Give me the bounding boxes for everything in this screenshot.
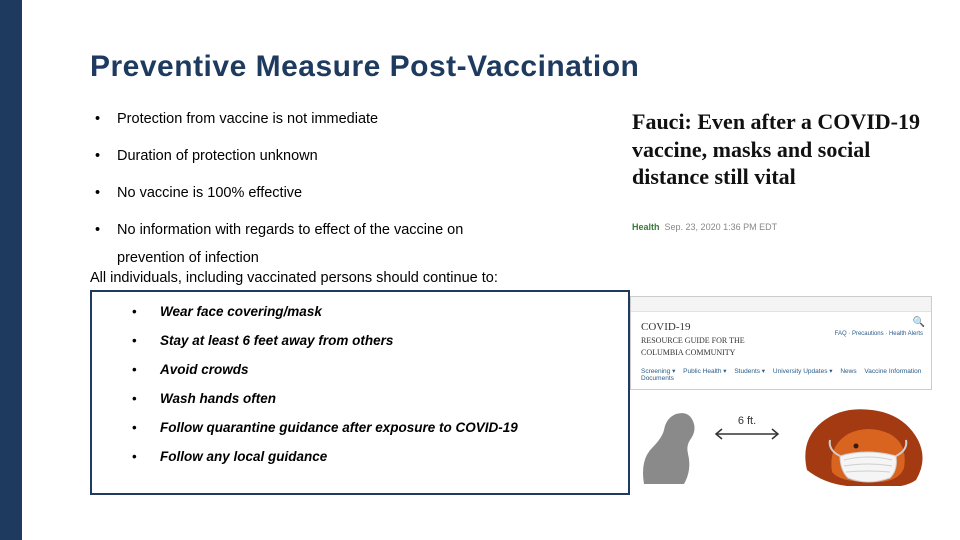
list-item: •Stay at least 6 feet away from others <box>132 333 628 348</box>
news-headline: Fauci: Even after a COVID-19 vaccine, ma… <box>632 108 932 191</box>
news-meta: Health Sep. 23, 2020 1:36 PM EDT <box>632 222 932 232</box>
nav-item: Vaccine Information <box>864 368 921 375</box>
webcard-header-bar <box>631 297 931 312</box>
bullet-text: Stay at least 6 feet away from others <box>160 333 393 348</box>
list-item: •Follow quarantine guidance after exposu… <box>132 420 628 435</box>
bullet-text: Avoid crowds <box>160 362 249 377</box>
bullet-text: Follow any local guidance <box>160 449 327 464</box>
nav-item: Public Health ▾ <box>683 368 726 375</box>
accent-sidebar <box>0 0 22 540</box>
webcard-title-line: COLUMBIA COMMUNITY <box>641 348 735 357</box>
search-icon: 🔍 <box>913 317 925 328</box>
webcard-nav: Screening ▾ Public Health ▾ Students ▾ U… <box>641 367 931 382</box>
subheading: All individuals, including vaccinated pe… <box>90 270 498 286</box>
bullet-text: No vaccine is 100% effective <box>117 184 302 203</box>
lion-mask-icon <box>805 409 922 486</box>
nav-item: Students ▾ <box>734 368 765 375</box>
webcard-faq-links: FAQ · Precautions · Health Alerts <box>835 331 923 337</box>
list-item: •Wear face covering/mask <box>132 304 628 319</box>
guidance-box: •Wear face covering/mask •Stay at least … <box>90 290 630 495</box>
primary-bullet-list: •Protection from vaccine is not immediat… <box>95 110 575 286</box>
distance-svg: 6 ft. <box>632 400 932 486</box>
list-item: •Duration of protection unknown <box>95 147 575 166</box>
guidance-bullet-list: •Wear face covering/mask •Stay at least … <box>132 304 628 464</box>
distance-label: 6 ft. <box>738 415 756 427</box>
distance-illustration: 6 ft. <box>632 400 932 486</box>
nav-item: News <box>840 368 856 375</box>
nav-item: Documents <box>641 375 674 382</box>
bullet-text: No information with regards to effect of… <box>117 221 463 240</box>
person-silhouette-icon <box>643 413 695 484</box>
nav-item: University Updates ▾ <box>773 368 833 375</box>
bullet-text: Follow quarantine guidance after exposur… <box>160 420 518 435</box>
list-item: •No vaccine is 100% effective <box>95 184 575 203</box>
webcard-title-line: RESOURCE GUIDE FOR THE <box>641 336 745 345</box>
website-screenshot: 🔍 FAQ · Precautions · Health Alerts COVI… <box>630 296 932 390</box>
slide-title: Preventive Measure Post-Vaccination <box>90 50 639 84</box>
list-item: •Follow any local guidance <box>132 449 628 464</box>
list-item: •Protection from vaccine is not immediat… <box>95 110 575 129</box>
bullet-text: Protection from vaccine is not immediate <box>117 110 378 129</box>
news-category: Health <box>632 222 660 232</box>
distance-arrow-icon: 6 ft. <box>716 415 778 439</box>
webcard-title: COVID-19 RESOURCE GUIDE FOR THE COLUMBIA… <box>641 321 745 359</box>
list-item: •Avoid crowds <box>132 362 628 377</box>
bullet-text: Wear face covering/mask <box>160 304 322 319</box>
list-item: •Wash hands often <box>132 391 628 406</box>
list-item: •No information with regards to effect o… <box>95 221 575 240</box>
news-date: Sep. 23, 2020 1:36 PM EDT <box>665 222 778 232</box>
webcard-title-line: COVID-19 <box>641 321 691 333</box>
bullet-text: Duration of protection unknown <box>117 147 318 166</box>
bullet-continuation: prevention of infection <box>117 249 575 268</box>
nav-item: Screening ▾ <box>641 368 675 375</box>
bullet-text: Wash hands often <box>160 391 276 406</box>
